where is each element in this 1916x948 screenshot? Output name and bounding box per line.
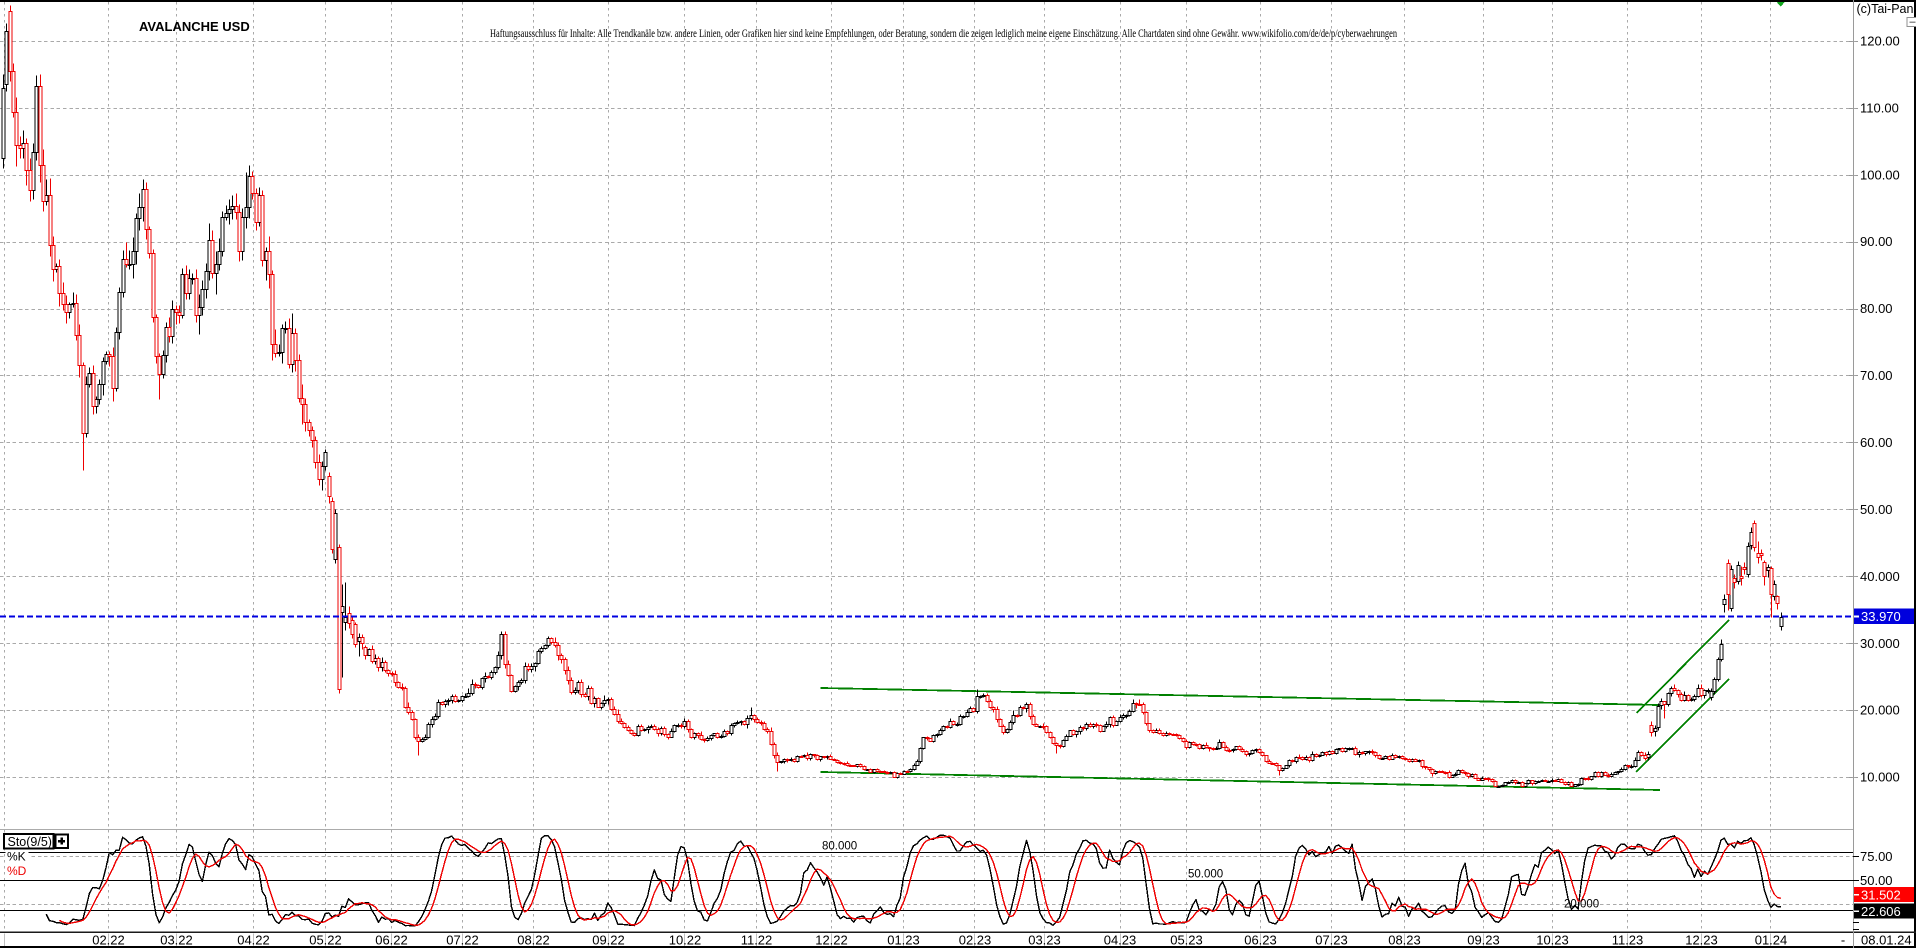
svg-text:08.23: 08.23 (1388, 933, 1421, 948)
svg-text:%K: %K (7, 850, 26, 864)
svg-text:07.23: 07.23 (1315, 933, 1348, 948)
svg-text:50.000: 50.000 (1188, 869, 1223, 881)
svg-text:40.000: 40.000 (1860, 569, 1900, 584)
svg-text:05.22: 05.22 (309, 933, 342, 948)
svg-text:120.00: 120.00 (1860, 33, 1900, 48)
svg-text:33.970: 33.970 (1861, 609, 1901, 624)
svg-text:31.502: 31.502 (1861, 887, 1901, 902)
svg-text:02.22: 02.22 (92, 933, 125, 948)
svg-text:03.23: 03.23 (1028, 933, 1061, 948)
svg-text:06.22: 06.22 (375, 933, 408, 948)
svg-text:80.000: 80.000 (822, 841, 857, 853)
svg-text:10.23: 10.23 (1536, 933, 1569, 948)
svg-text:60.00: 60.00 (1860, 435, 1893, 450)
svg-text:02.23: 02.23 (959, 933, 992, 948)
svg-text:%D: %D (7, 864, 27, 878)
svg-text:30.000: 30.000 (1860, 636, 1900, 651)
svg-text:04.22: 04.22 (237, 933, 270, 948)
svg-text:01.24: 01.24 (1755, 933, 1788, 948)
svg-text:11.23: 11.23 (1612, 933, 1644, 948)
svg-text:11.22: 11.22 (741, 933, 773, 948)
svg-text:08.22: 08.22 (517, 933, 550, 948)
svg-text:(c)Tai-Pan: (c)Tai-Pan (1857, 2, 1914, 16)
svg-text:50.00: 50.00 (1860, 873, 1893, 888)
svg-text:80.00: 80.00 (1860, 301, 1893, 316)
svg-text:22.606: 22.606 (1861, 904, 1901, 919)
svg-text:50.00: 50.00 (1860, 502, 1893, 517)
svg-text:Sto(9/5): Sto(9/5) (8, 835, 52, 849)
svg-text:08.01.24: 08.01.24 (1861, 933, 1912, 948)
svg-text:110.00: 110.00 (1860, 100, 1899, 115)
svg-text:20.000: 20.000 (1860, 703, 1900, 718)
svg-text:05.23: 05.23 (1170, 933, 1203, 948)
svg-text:10.000: 10.000 (1860, 770, 1900, 785)
svg-text:20.000: 20.000 (1564, 899, 1599, 911)
svg-text:75.00: 75.00 (1860, 849, 1893, 864)
svg-text:07.22: 07.22 (446, 933, 479, 948)
svg-text:09.22: 09.22 (592, 933, 625, 948)
svg-text:04.23: 04.23 (1104, 933, 1137, 948)
svg-text:12.23: 12.23 (1685, 933, 1718, 948)
svg-text:03.22: 03.22 (160, 933, 193, 948)
svg-text:12.22: 12.22 (815, 933, 848, 948)
svg-text:70.00: 70.00 (1860, 368, 1893, 383)
svg-text:10.22: 10.22 (669, 933, 702, 948)
svg-text:01.23: 01.23 (887, 933, 920, 948)
svg-text:-: - (1841, 933, 1845, 948)
svg-text:06.23: 06.23 (1244, 933, 1277, 948)
svg-text:90.00: 90.00 (1860, 234, 1893, 249)
svg-text:Haftungsausschluss für Inhalte: Haftungsausschluss für Inhalte: Alle Tre… (490, 26, 1397, 40)
svg-text:09.23: 09.23 (1467, 933, 1500, 948)
svg-text:AVALANCHE USD: AVALANCHE USD (139, 19, 250, 34)
svg-text:100.00: 100.00 (1860, 167, 1900, 182)
